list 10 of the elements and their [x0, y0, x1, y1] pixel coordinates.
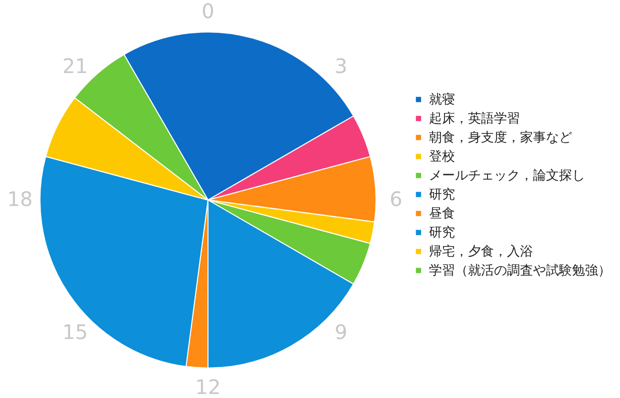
legend-label: 起床，英語学習 — [429, 112, 520, 126]
legend-label: メールチェック，論文探し — [429, 168, 585, 184]
legend-label: 学習（就活の調査や試験勉強） — [429, 264, 611, 278]
legend-label: 登校 — [429, 150, 455, 164]
legend-label: 就寝 — [429, 92, 455, 108]
legend-label: 研究 — [429, 188, 455, 202]
legend-label: 研究 — [429, 226, 455, 240]
legend-label: 朝食，身支度，家事など — [429, 130, 572, 146]
legend-label: 帰宅，夕食，入浴 — [429, 244, 533, 260]
legend-label: 昼食 — [429, 206, 455, 222]
